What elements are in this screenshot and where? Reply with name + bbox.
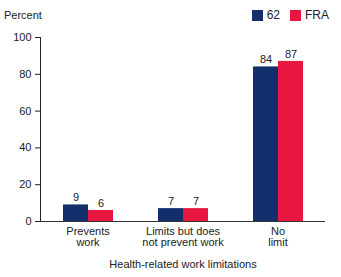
svg-text:40: 40 xyxy=(19,141,31,153)
svg-text:60: 60 xyxy=(19,105,31,117)
svg-text:9: 9 xyxy=(73,191,79,203)
svg-text:20: 20 xyxy=(19,178,31,190)
svg-text:100: 100 xyxy=(13,31,31,43)
html-text:FRA: FRA xyxy=(305,8,329,22)
svg-text:Health-related work limitation: Health-related work limitations xyxy=(109,258,257,270)
svg-text:Preventswork: Preventswork xyxy=(66,225,110,248)
svg-text:7: 7 xyxy=(168,195,174,207)
html-text:62: 62 xyxy=(266,8,280,22)
svg-text:Nolimit: Nolimit xyxy=(268,225,288,248)
svg-text:80: 80 xyxy=(19,68,31,80)
svg-text:0: 0 xyxy=(25,215,31,227)
svg-text:7: 7 xyxy=(193,195,199,207)
svg-text:6: 6 xyxy=(98,197,104,209)
svg-text:87: 87 xyxy=(285,48,297,60)
svg-text:Limits but doesnot prevent wor: Limits but doesnot prevent work xyxy=(142,225,224,248)
svg-text:84: 84 xyxy=(260,53,272,65)
html-text:Percent: Percent xyxy=(4,9,42,21)
